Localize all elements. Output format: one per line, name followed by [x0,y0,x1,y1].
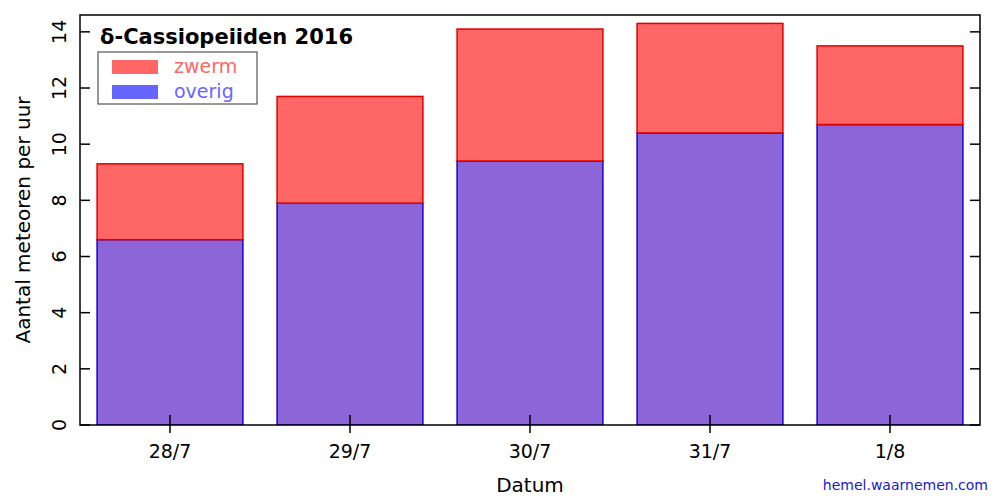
title: δ-Cassiopeiiden 2016 [100,25,353,49]
legend-swatch [112,85,158,99]
bar [637,23,783,133]
y-tick-label: 10 [48,132,70,156]
y-tick-right [970,424,980,426]
x-tick-label: 30/7 [509,440,552,462]
y-tick [80,87,90,89]
y-tick-label: 14 [48,20,70,44]
bar-underlay [817,125,963,425]
y-tick-label: 8 [48,194,70,206]
x-tick-label: 29/7 [329,440,372,462]
source: hemel.waarnemen.com [823,477,988,493]
y-tick [80,31,90,33]
y-tick-right [970,256,980,258]
y-tick-label: 2 [48,363,70,375]
frame [80,15,980,425]
y-tick [80,256,90,258]
y-tick-label: 6 [48,250,70,262]
x-tick [709,415,711,433]
legend-label: overig [174,80,234,102]
y-tick-right [970,31,980,33]
bar [97,164,243,240]
x-tick [889,415,891,433]
x-axis-label: Datum [496,473,564,497]
chart: 0 2 4 6 8 10 12 14 28/7 29/7 30/7 31/7 1/8 Datum Aanta… [0,0,1000,500]
y-tick [80,143,90,145]
bar [457,161,603,425]
y-tick [80,312,90,314]
bar [817,46,963,125]
y-tick [80,424,90,426]
x-tick-label: 31/7 [689,440,732,462]
x-tick-label: 28/7 [149,440,192,462]
y-tick-right [970,200,980,202]
y-axis-label: Aantal meteoren per uur [11,96,35,344]
bar [637,133,783,425]
bar [277,203,423,425]
bar-underlay [637,133,783,425]
bars [97,23,963,425]
bar [97,240,243,425]
bar [817,125,963,425]
y-tick-right [970,312,980,314]
bar [457,29,603,161]
bar-underlay [97,240,243,425]
y-tick-label: 12 [48,76,70,100]
y-tick [80,200,90,202]
legend-swatch [112,60,158,74]
legend-box [98,52,257,104]
x-tick [529,415,531,433]
bar [277,96,423,203]
legend-label: zwerm [174,55,237,77]
y-tick-right [970,87,980,89]
bar-underlay [457,161,603,425]
bar-underlay [277,203,423,425]
y-tick-right [970,143,980,145]
x-tick [349,415,351,433]
y-tick-label: 0 [48,419,70,431]
x-tick [169,415,171,433]
legend: zwerm overig [98,52,257,104]
y-tick-right [970,368,980,370]
x-tick-label: 1/8 [875,440,906,462]
y-tick [80,368,90,370]
y-tick-label: 4 [48,307,70,319]
